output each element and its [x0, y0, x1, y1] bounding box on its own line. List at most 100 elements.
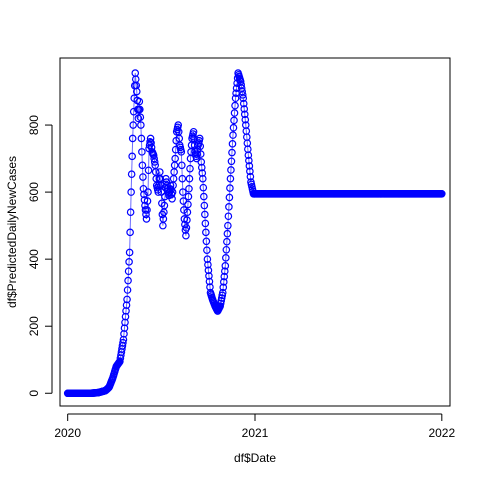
data-point: [205, 272, 213, 280]
data-point: [178, 174, 187, 183]
data-point: [121, 312, 130, 321]
data-point: [177, 148, 186, 156]
data-point: [224, 212, 233, 221]
data-point: [217, 294, 226, 302]
data-point: [223, 229, 232, 238]
data-point: [185, 184, 193, 193]
data-point: [119, 335, 128, 344]
data-point: [226, 184, 234, 192]
data-point: [128, 134, 137, 143]
data-point: [186, 164, 194, 173]
x-tick-label: 2021: [242, 426, 269, 440]
data-point: [142, 215, 151, 223]
data-point: [197, 163, 206, 172]
data-point: [196, 142, 205, 151]
data-point: [146, 134, 155, 143]
data-point: [218, 288, 227, 297]
data-point: [144, 188, 152, 196]
data-point: [225, 193, 234, 202]
data-point: [225, 203, 233, 211]
data-point: [227, 157, 236, 166]
data-point: [129, 121, 137, 129]
data-point: [244, 151, 253, 160]
data-point: [135, 97, 144, 106]
data-point: [204, 266, 213, 275]
y-axis-label: df$PredictedDailyNewCases: [5, 156, 19, 308]
data-point: [229, 131, 237, 139]
data-point: [203, 255, 212, 263]
data-point: [126, 228, 134, 237]
data-point: [228, 148, 236, 157]
data-point: [123, 295, 131, 304]
data-point: [204, 260, 212, 269]
data-point: [240, 105, 249, 113]
data-point: [183, 216, 191, 224]
data-point: [198, 169, 207, 177]
data-point: [229, 123, 238, 132]
data-point: [200, 192, 208, 201]
data-point: [200, 201, 209, 210]
y-tick-label: 600: [27, 182, 41, 202]
data-point: [138, 148, 146, 156]
data-point: [121, 318, 129, 327]
data-point: [166, 181, 175, 190]
plot-frame: [59, 57, 451, 407]
series-points: [63, 69, 446, 398]
data-point: [199, 174, 207, 183]
data-point: [202, 228, 210, 237]
y-tick-label: 800: [27, 115, 41, 135]
data-point: [220, 272, 229, 281]
data-point: [231, 94, 240, 103]
data-point: [230, 109, 239, 117]
data-point: [240, 110, 249, 119]
x-axis: 2020 2021 2022: [54, 413, 455, 440]
data-point: [239, 94, 248, 103]
data-point: [125, 258, 133, 266]
data-point: [246, 172, 255, 181]
data-point: [137, 121, 145, 129]
data-point: [185, 174, 194, 183]
data-point: [184, 200, 192, 209]
data-point: [197, 158, 206, 166]
data-point: [124, 267, 133, 276]
data-point: [227, 166, 235, 174]
data-point: [221, 262, 230, 270]
data-point: [139, 173, 147, 181]
data-point: [142, 210, 150, 219]
y-tick-label: 0: [27, 390, 41, 397]
data-point: [128, 152, 136, 161]
data-point: [226, 174, 235, 183]
data-point: [136, 113, 145, 122]
data-point: [124, 276, 132, 285]
data-point: [203, 246, 211, 255]
data-point: [228, 140, 237, 148]
data-point: [239, 99, 248, 108]
data-point: [183, 208, 192, 217]
y-tick-label: 200: [27, 316, 41, 336]
data-point: [127, 188, 135, 196]
data-point: [196, 150, 205, 158]
data-point: [205, 277, 214, 286]
data-point: [178, 161, 186, 170]
data-point: [224, 221, 232, 230]
data-point: [126, 208, 135, 217]
data-point: [206, 283, 214, 291]
data-point: [120, 324, 129, 332]
data-point: [219, 278, 228, 286]
data-point: [123, 286, 132, 294]
data-point: [238, 91, 247, 99]
data-point: [219, 283, 228, 292]
data-point: [231, 101, 239, 110]
data-point: [143, 206, 151, 214]
data-point: [147, 143, 156, 152]
data-point: [246, 167, 254, 176]
y-tick-label: 400: [27, 249, 41, 269]
data-point: [199, 183, 208, 192]
plot-border: [59, 57, 451, 407]
data-point: [147, 139, 155, 147]
x-axis-label: df$Date: [234, 451, 276, 465]
data-point: [144, 166, 153, 175]
data-point: [184, 192, 193, 201]
data-point: [182, 231, 190, 240]
